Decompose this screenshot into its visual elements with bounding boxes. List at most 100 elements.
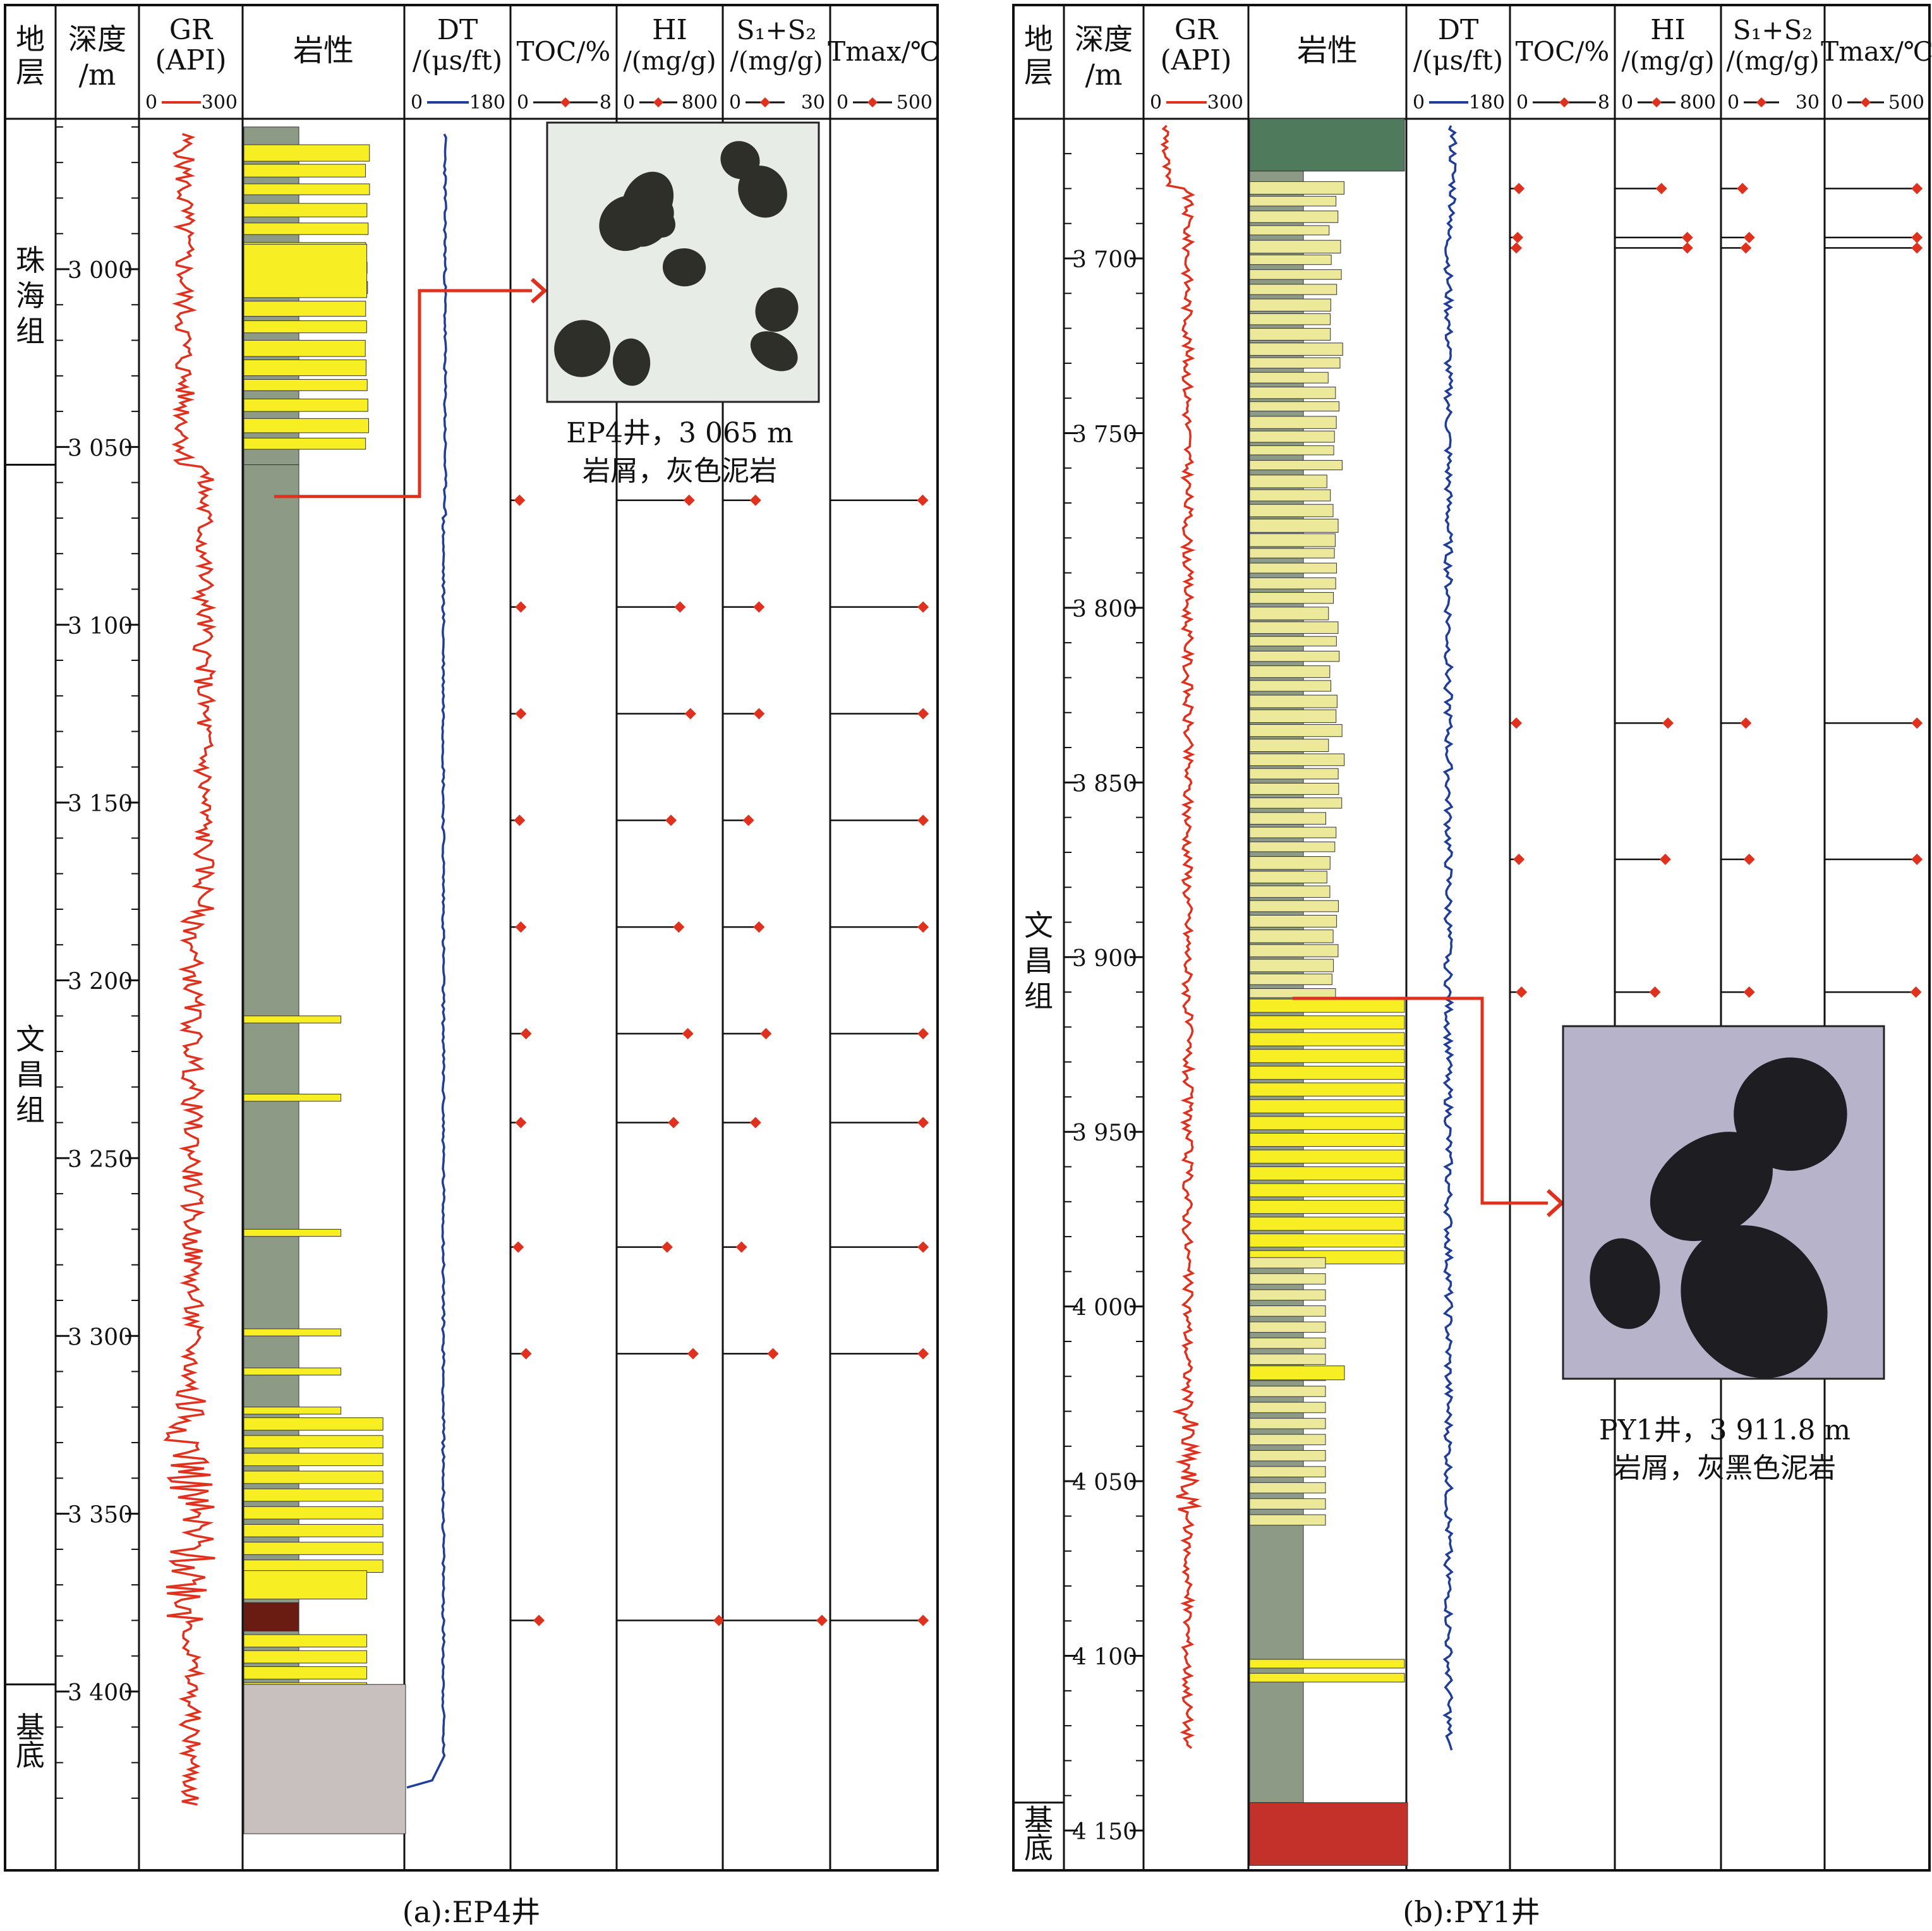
depth-header-line1: 深度 (1075, 22, 1133, 56)
siltstone-bed (1249, 1273, 1326, 1285)
gr-scale-max: 300 (1207, 92, 1243, 114)
rock-fragment (554, 320, 611, 377)
siltstone-bed (1249, 328, 1331, 341)
s12-sample-marker (1740, 717, 1752, 729)
siltstone-bed (1249, 1289, 1326, 1301)
depth-tick-label: 3 050 (68, 435, 133, 461)
tmax-sample-marker (1910, 986, 1922, 998)
hi-scale-max: 800 (682, 92, 718, 114)
lithology-column (1249, 118, 1408, 1866)
rock-fragment (1734, 1057, 1847, 1171)
hi-sample-marker (1655, 183, 1667, 195)
depth-tick-label: 4 050 (1072, 1470, 1137, 1496)
dt-curve-group (406, 133, 448, 1789)
depth-tick-label: 3 100 (68, 614, 133, 639)
core-photo-callout (274, 121, 820, 499)
siltstone-bed (1249, 518, 1339, 533)
depth-tick-label: 3 800 (1072, 596, 1137, 622)
callout-arrow-line (274, 289, 532, 499)
callout-arrow-line (1293, 996, 1548, 1205)
s12-sample-marker (753, 921, 765, 933)
depth-tick-label: 3 850 (1072, 771, 1137, 797)
tmax-track (1825, 183, 1923, 998)
lithology-header: 岩性 (293, 33, 354, 68)
siltstone-bed (1249, 665, 1331, 678)
dt-scale-min: 0 (411, 92, 423, 114)
depth-tick-label: 3 700 (1072, 247, 1137, 273)
depth-tick-label: 3 950 (1072, 1120, 1137, 1146)
s12-sample-marker (760, 1027, 772, 1039)
siltstone-bed (1249, 709, 1337, 723)
toc-sample-marker (1513, 853, 1525, 865)
rock-fragment (755, 288, 799, 332)
rock-fragment (613, 338, 651, 386)
siltstone-bed (1249, 416, 1337, 429)
gr-curve-group (1160, 124, 1203, 1749)
siltstone-bed (1249, 284, 1337, 295)
siltstone-bed (1249, 533, 1336, 547)
siltstone-bed (1249, 548, 1335, 559)
siltstone-bed (1249, 445, 1334, 456)
callout-arrow-head (1546, 1189, 1565, 1218)
siltstone-bed (1249, 1321, 1326, 1333)
s12-legend-marker (1756, 97, 1766, 107)
formation-name-char: 底 (16, 1738, 45, 1772)
photo-caption-line2: 岩屑，灰黑色泥岩 (1614, 1452, 1836, 1484)
depth-tick-label: 4 100 (1072, 1645, 1137, 1671)
toc-sample-marker (1512, 231, 1524, 243)
gr-header-line2: (API) (155, 44, 226, 76)
hi-header-line2: /(mg/g) (623, 47, 716, 76)
sandstone-bed (1249, 1132, 1405, 1147)
sandstone-bed (1249, 1116, 1405, 1130)
siltstone-bed (1249, 914, 1337, 928)
toc-sample-marker (515, 601, 527, 613)
tmax-scale-max: 500 (1888, 92, 1924, 114)
toc-scale-min: 0 (1516, 92, 1528, 114)
hi-scale-max: 800 (1680, 92, 1716, 114)
tmax-sample-marker (917, 1614, 929, 1626)
sandstone-bed (243, 1015, 342, 1024)
siltstone-bed (1249, 577, 1336, 590)
s12-legend-marker (760, 97, 770, 107)
tmax-sample-marker (917, 601, 929, 613)
depth-tick-label: 3 000 (68, 258, 133, 284)
s12-scale-min: 0 (729, 92, 741, 114)
sandstone-bed (243, 398, 368, 412)
tmax-sample-marker (917, 708, 929, 720)
siltstone-bed (1249, 680, 1332, 692)
toc-legend-marker (1559, 97, 1569, 107)
siltstone-bed (1249, 797, 1343, 809)
sandstone-bed (243, 1488, 383, 1502)
siltstone-bed (1249, 739, 1329, 752)
dt-header-line2: /(μs/ft) (1413, 45, 1503, 76)
sandstone-bed (243, 378, 368, 391)
s12-sample-marker (1743, 231, 1755, 243)
siltstone-bed (1249, 871, 1327, 883)
sandstone-bed (1249, 1183, 1405, 1197)
siltstone-bed (1249, 401, 1340, 412)
s12-sample-marker (1737, 183, 1748, 195)
siltstone-bed (1249, 973, 1332, 985)
siltstone-bed (1249, 768, 1339, 780)
toc-track (1510, 183, 1528, 998)
sandstone-bed (243, 1407, 342, 1415)
siltstone-bed (1249, 1514, 1326, 1526)
depth-tick-label: 3 750 (1072, 421, 1137, 447)
tmax-scale-min: 0 (1831, 92, 1843, 114)
toc-sample-marker (512, 1241, 524, 1253)
depth-tick-label: 3 250 (68, 1147, 133, 1173)
siltstone-bed (1249, 1498, 1326, 1510)
siltstone-bed (1249, 386, 1336, 399)
sandstone-bed (243, 418, 369, 433)
sandstone-bed (243, 1328, 342, 1336)
hi-scale-min: 0 (623, 92, 635, 114)
depth-header-line2: /m (78, 58, 116, 92)
sandstone-bed (243, 1524, 383, 1537)
lithology-column (243, 126, 406, 1834)
s12-header-line2: /(mg/g) (730, 47, 823, 76)
photo-caption-line1: EP4井，3 065 m (566, 417, 793, 449)
siltstone-bed (1249, 1418, 1326, 1429)
photo-caption-line1: PY1井，3 911.8 m (1599, 1414, 1850, 1446)
dt-header-line1: DT (1438, 14, 1479, 46)
hi-sample-marker (1649, 986, 1661, 998)
